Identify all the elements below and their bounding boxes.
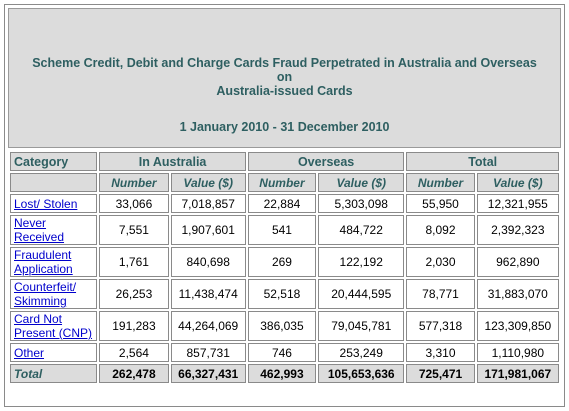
table-row: Fraudulent Application 1,761 840,698 269… xyxy=(10,247,559,277)
total-total-number: 725,471 xyxy=(406,364,475,383)
cell-au-number: 191,283 xyxy=(99,311,169,341)
category-link-other[interactable]: Other xyxy=(10,343,98,362)
subheader-os-number: Number xyxy=(247,173,317,192)
cell-total-number: 55,950 xyxy=(406,194,475,213)
cell-au-value: 11,438,474 xyxy=(170,279,246,309)
cell-au-number: 26,253 xyxy=(99,279,169,309)
cell-au-value: 857,731 xyxy=(170,343,246,362)
category-label[interactable]: Card Not Present (CNP) xyxy=(14,312,93,340)
cell-os-number: 269 xyxy=(247,247,317,277)
cell-au-number: 33,066 xyxy=(99,194,169,213)
cell-au-value: 44,264,069 xyxy=(170,311,246,341)
cell-total-number: 2,030 xyxy=(406,247,475,277)
fraud-table: Category In Australia Overseas Total Num… xyxy=(8,150,561,385)
total-total-value: 171,981,067 xyxy=(476,364,559,383)
cell-total-value: 962,890 xyxy=(476,247,559,277)
category-label[interactable]: Never Received xyxy=(14,216,65,244)
report-frame: Scheme Credit, Debit and Charge Cards Fr… xyxy=(4,4,565,407)
subheader-blank xyxy=(10,173,98,192)
table-row: Lost/ Stolen 33,066 7,018,857 22,884 5,3… xyxy=(10,194,559,213)
cell-au-value: 1,907,601 xyxy=(170,215,246,245)
table-row: Card Not Present (CNP) 191,283 44,264,06… xyxy=(10,311,559,341)
subheader-au-value: Value ($) xyxy=(170,173,246,192)
total-os-value: 105,653,636 xyxy=(318,364,405,383)
title-line-2: on xyxy=(276,70,293,84)
header-total: Total xyxy=(406,152,559,171)
subheader-au-number: Number xyxy=(99,173,169,192)
category-link-counterfeit-skimming[interactable]: Counterfeit/ Skimming xyxy=(10,279,98,309)
subheader-os-value: Value ($) xyxy=(318,173,405,192)
cell-total-number: 577,318 xyxy=(406,311,475,341)
cell-au-number: 1,761 xyxy=(99,247,169,277)
total-os-number: 462,993 xyxy=(247,364,317,383)
table-row: Never Received 7,551 1,907,601 541 484,7… xyxy=(10,215,559,245)
cell-os-value: 122,192 xyxy=(318,247,405,277)
total-au-value: 66,327,431 xyxy=(170,364,246,383)
category-label[interactable]: Other xyxy=(14,345,45,360)
cell-os-value: 484,722 xyxy=(318,215,405,245)
cell-os-number: 52,518 xyxy=(247,279,317,309)
category-label[interactable]: Fraudulent Application xyxy=(14,248,73,276)
cell-total-number: 78,771 xyxy=(406,279,475,309)
cell-total-number: 8,092 xyxy=(406,215,475,245)
cell-os-number: 541 xyxy=(247,215,317,245)
category-link-fraudulent-application[interactable]: Fraudulent Application xyxy=(10,247,98,277)
table-row: Other 2,564 857,731 746 253,249 3,310 1,… xyxy=(10,343,559,362)
title-line-3: Australia-issued Cards xyxy=(216,84,353,98)
cell-total-value: 2,392,323 xyxy=(476,215,559,245)
cell-os-number: 386,035 xyxy=(247,311,317,341)
cell-os-value: 253,249 xyxy=(318,343,405,362)
category-label[interactable]: Counterfeit/ Skimming xyxy=(14,280,77,308)
category-label[interactable]: Lost/ Stolen xyxy=(14,196,78,211)
cell-os-value: 79,045,781 xyxy=(318,311,405,341)
cell-au-value: 840,698 xyxy=(170,247,246,277)
cell-total-value: 31,883,070 xyxy=(476,279,559,309)
cell-total-value: 12,321,955 xyxy=(476,194,559,213)
cell-total-value: 123,309,850 xyxy=(476,311,559,341)
cell-os-value: 20,444,595 xyxy=(318,279,405,309)
category-link-never-received[interactable]: Never Received xyxy=(10,215,98,245)
cell-au-number: 2,564 xyxy=(99,343,169,362)
report-title-box: Scheme Credit, Debit and Charge Cards Fr… xyxy=(8,8,561,148)
cell-os-number: 22,884 xyxy=(247,194,317,213)
header-category: Category xyxy=(10,152,98,171)
subheader-total-number: Number xyxy=(406,173,475,192)
title-line-1: Scheme Credit, Debit and Charge Cards Fr… xyxy=(32,56,537,70)
total-au-number: 262,478 xyxy=(99,364,169,383)
category-link-lost-stolen[interactable]: Lost/ Stolen xyxy=(10,194,98,213)
header-in-australia: In Australia xyxy=(99,152,246,171)
table-row: Counterfeit/ Skimming 26,253 11,438,474 … xyxy=(10,279,559,309)
cell-os-value: 5,303,098 xyxy=(318,194,405,213)
cell-total-value: 1,110,980 xyxy=(476,343,559,362)
report-period: 1 January 2010 - 31 December 2010 xyxy=(179,120,390,134)
cell-os-number: 746 xyxy=(247,343,317,362)
cell-au-value: 7,018,857 xyxy=(170,194,246,213)
cell-total-number: 3,310 xyxy=(406,343,475,362)
header-overseas: Overseas xyxy=(247,152,405,171)
category-link-card-not-present[interactable]: Card Not Present (CNP) xyxy=(10,311,98,341)
total-label: Total xyxy=(10,364,98,383)
cell-au-number: 7,551 xyxy=(99,215,169,245)
subheader-total-value: Value ($) xyxy=(476,173,559,192)
total-row: Total 262,478 66,327,431 462,993 105,653… xyxy=(10,364,559,383)
